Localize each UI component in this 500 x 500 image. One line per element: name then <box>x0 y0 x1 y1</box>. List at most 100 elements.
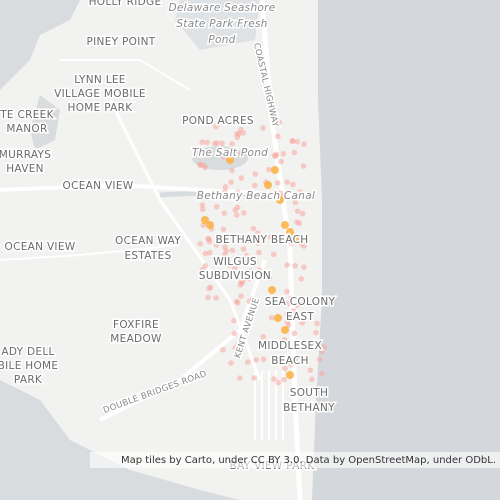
place-label: PINEY POINT <box>87 36 156 48</box>
place-label: HAVEN <box>6 163 44 175</box>
place-label: TE CREEK <box>0 109 55 121</box>
point <box>275 133 281 140</box>
point <box>274 180 281 186</box>
point <box>222 184 229 190</box>
place-label: Bethany Beach Canal <box>197 190 315 202</box>
point <box>235 341 242 347</box>
point <box>241 259 248 266</box>
point <box>246 275 253 282</box>
place-label: Pond <box>208 34 235 46</box>
point <box>226 262 233 268</box>
place-label: OCEAN VIEW <box>5 241 76 253</box>
point <box>243 149 250 156</box>
point <box>234 299 241 306</box>
point <box>292 262 298 269</box>
point <box>284 179 291 185</box>
point <box>275 379 282 386</box>
point <box>234 119 241 125</box>
point <box>248 192 255 199</box>
place-label: PARK <box>14 374 43 386</box>
point <box>268 286 276 294</box>
place-label: ADY DELL <box>1 346 54 358</box>
place-label: OCEAN VIEW <box>63 180 134 192</box>
point <box>213 123 220 130</box>
place-label: POND ACRES <box>182 115 254 127</box>
point <box>197 241 204 247</box>
point <box>276 196 284 204</box>
point <box>291 149 298 156</box>
point <box>286 228 294 236</box>
point <box>266 166 272 173</box>
point <box>236 235 243 242</box>
place-label: SOUTH <box>290 387 328 399</box>
point <box>319 370 325 377</box>
point <box>307 367 314 374</box>
point <box>213 242 220 248</box>
roads <box>0 0 303 500</box>
point <box>234 191 240 198</box>
point <box>223 248 230 254</box>
point <box>285 301 291 307</box>
point <box>234 130 240 137</box>
point <box>267 233 274 240</box>
point <box>237 375 243 381</box>
attribution: Map tiles by Carto, under CC BY 3.0. Dat… <box>121 455 496 466</box>
point <box>251 375 257 381</box>
point <box>294 208 301 215</box>
point <box>229 141 235 147</box>
point <box>292 355 299 362</box>
creek <box>30 95 60 150</box>
point <box>202 250 209 257</box>
point <box>288 295 295 302</box>
point <box>294 219 300 225</box>
point <box>219 140 225 147</box>
point <box>278 158 284 165</box>
point <box>200 206 206 213</box>
point <box>231 264 238 271</box>
point <box>244 359 251 365</box>
point <box>301 264 307 270</box>
point <box>280 150 287 157</box>
point <box>228 179 234 185</box>
place-label: SEA COLONY <box>265 296 336 308</box>
point <box>226 156 234 164</box>
place-label: EAST <box>286 311 314 323</box>
place-label: The Salt Pond <box>192 147 268 159</box>
point <box>284 318 291 325</box>
point <box>256 267 263 274</box>
point <box>313 329 319 336</box>
point <box>274 314 282 322</box>
point <box>271 152 278 159</box>
point <box>294 138 301 145</box>
point <box>221 210 228 216</box>
point <box>240 210 247 216</box>
point <box>284 262 291 268</box>
point <box>248 117 254 123</box>
point <box>260 356 267 363</box>
point <box>213 295 219 301</box>
point <box>199 139 206 145</box>
place-label: BILE HOME <box>0 360 58 372</box>
place-label: MIDDLESEX <box>258 340 322 352</box>
point <box>321 344 328 351</box>
point <box>202 263 209 269</box>
point <box>284 310 290 317</box>
ocean <box>312 0 500 500</box>
point <box>297 189 304 195</box>
point <box>253 357 259 363</box>
point <box>298 276 305 282</box>
point <box>309 376 315 383</box>
point <box>232 207 239 213</box>
point <box>222 188 228 195</box>
point <box>240 246 247 252</box>
point <box>220 346 226 353</box>
point <box>314 320 320 327</box>
point <box>301 141 307 147</box>
point <box>232 344 239 351</box>
point <box>231 330 238 337</box>
point <box>281 376 287 383</box>
point <box>252 171 259 177</box>
point <box>243 238 249 245</box>
point <box>281 326 289 334</box>
